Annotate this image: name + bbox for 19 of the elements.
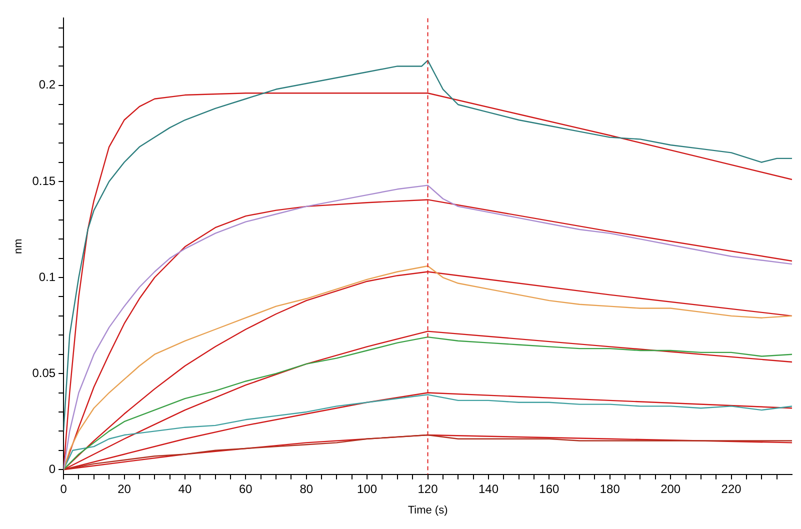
x-tick-label: 180 xyxy=(600,482,620,496)
x-tick-label: 0 xyxy=(60,482,68,496)
x-axis-title: Time (s) xyxy=(408,504,448,516)
x-tick-label: 200 xyxy=(660,482,681,496)
x-tick-label: 120 xyxy=(418,482,438,496)
x-tick-label: 220 xyxy=(721,482,742,496)
x-tick-label: 80 xyxy=(300,482,314,496)
x-tick-label: 20 xyxy=(118,482,132,496)
y-axis-title: nm xyxy=(12,238,25,254)
x-tick-label: 140 xyxy=(478,482,499,496)
x-tick-label: 100 xyxy=(357,482,378,496)
y-tick-label: 0.2 xyxy=(38,78,56,92)
y-tick-label: 0.05 xyxy=(32,366,56,380)
x-tick-label: 60 xyxy=(238,482,253,496)
y-tick-label: 0.1 xyxy=(38,270,56,284)
y-tick-label: 0 xyxy=(48,462,56,476)
y-tick-label: 0.15 xyxy=(32,174,56,188)
x-tick-label: 40 xyxy=(178,482,192,496)
x-tick-label: 160 xyxy=(539,482,560,496)
